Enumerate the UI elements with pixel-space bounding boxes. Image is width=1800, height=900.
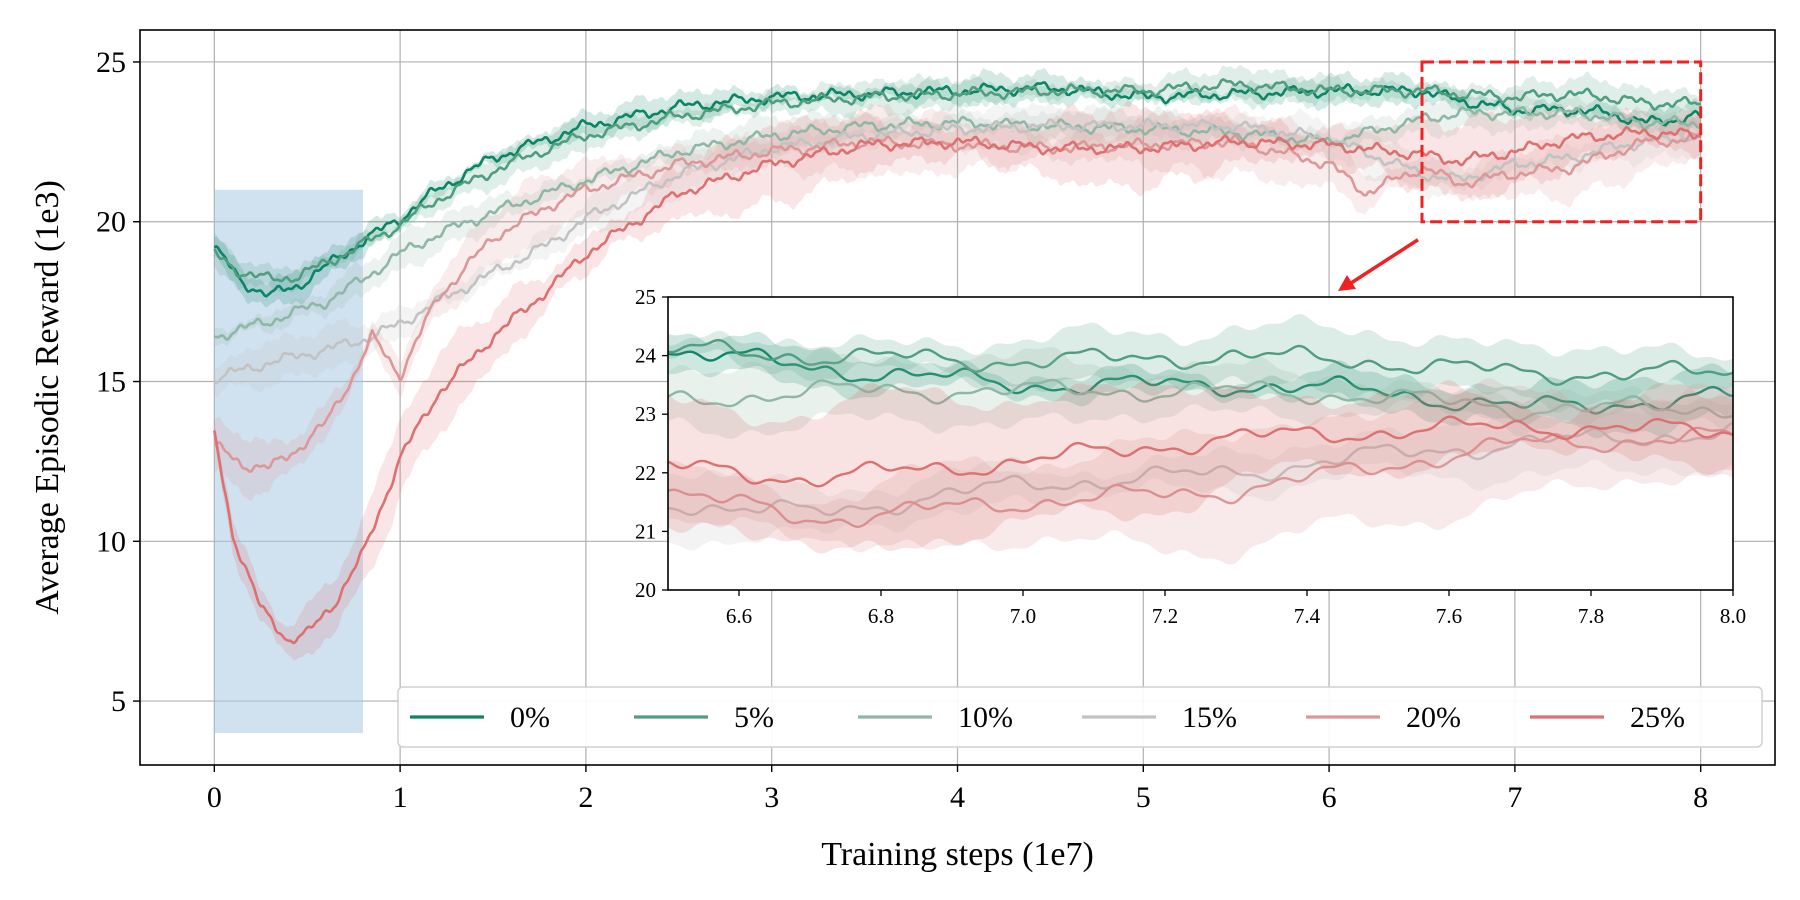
inset-band-series-2: [668, 347, 1733, 439]
line-series-1: [213, 78, 1702, 283]
inset-background: [668, 297, 1733, 590]
x-tick-label: 4: [950, 781, 965, 814]
inset-x-tick-label: 7.6: [1436, 604, 1462, 628]
inset-x-tick-label: 7.0: [1010, 604, 1036, 628]
y-tick-label: 20: [96, 206, 126, 239]
inset-line-series-2: [668, 378, 1733, 422]
y-tick-label: 5: [111, 685, 126, 718]
y-tick-label: 10: [96, 525, 126, 558]
band-series-0: [214, 68, 1701, 308]
line-series-3: [213, 118, 1702, 385]
main-ticks: [133, 61, 1702, 772]
inset-x-tick-label: 7.4: [1294, 604, 1321, 628]
y-tick-label: 25: [96, 46, 126, 79]
inset-line-series-0: [668, 347, 1733, 415]
y-axis-label: Average Episodic Reward (1e3): [29, 180, 66, 615]
main-series-lines: [213, 78, 1702, 645]
zoom-arrow-shaft: [1347, 238, 1419, 287]
x-tick-label: 2: [578, 781, 593, 814]
line-series-5: [213, 125, 1702, 645]
line-series-4: [213, 132, 1702, 473]
inset-zoom-plot: 6.6 6.8 7.0 7.2 7.4 7.6 7.8 8.0 20 21 22 23 24 25: [635, 238, 1746, 628]
inset-line-series-3: [668, 421, 1733, 517]
zoom-box-group: [1420, 60, 1703, 224]
line-series-2: [214, 105, 1702, 341]
inset-y-tick-label: 23: [635, 402, 656, 426]
legend-label-series-3: 15%: [1182, 701, 1237, 734]
inset-frame: [667, 296, 1734, 591]
inset-data: [668, 314, 1733, 565]
band-series-1: [214, 64, 1701, 293]
zoom-arrow-head: [1338, 275, 1356, 291]
inset-y-tick-label: 20: [635, 578, 656, 602]
x-tick-label: 6: [1322, 781, 1337, 814]
legend-label-series-1: 5%: [734, 701, 774, 734]
inset-y-tick-label: 24: [635, 344, 657, 368]
legend-box: [397, 686, 1763, 748]
x-tick-label: 8: [1693, 781, 1708, 814]
zoom-box: [1420, 60, 1703, 224]
inset-line-series-1: [668, 338, 1733, 386]
legend: 0% 5% 10% 15% 20% 25%: [397, 686, 1763, 748]
inset-y-tick-label: 21: [635, 519, 656, 543]
band-series-4: [214, 103, 1701, 501]
legend-label-series-5: 25%: [1630, 701, 1685, 734]
inset-x-tick-label: 6.8: [868, 604, 894, 628]
inset-x-tick-label: 6.6: [726, 604, 752, 628]
legend-label-series-0: 0%: [510, 701, 550, 734]
inset-x-tick-label: 7.8: [1578, 604, 1604, 628]
x-tick-label: 3: [764, 781, 779, 814]
inset-x-tick-label: 8.0: [1720, 604, 1746, 628]
x-tick-label: 7: [1507, 781, 1522, 814]
x-tick-label: 5: [1136, 781, 1151, 814]
x-tick-label: 1: [393, 781, 408, 814]
legend-label-series-4: 20%: [1406, 701, 1461, 734]
inset-line-series-5: [668, 415, 1733, 488]
y-tick-label: 15: [96, 366, 126, 399]
inset-y-tick-label: 25: [635, 285, 656, 309]
x-axis-label: Training steps (1e7): [821, 836, 1094, 873]
inset-x-tick-label: 7.2: [1152, 604, 1178, 628]
legend-label-series-2: 10%: [958, 701, 1013, 734]
inset-y-tick-label: 22: [635, 461, 656, 485]
band-series-5: [214, 100, 1701, 661]
x-tick-label: 0: [207, 781, 222, 814]
